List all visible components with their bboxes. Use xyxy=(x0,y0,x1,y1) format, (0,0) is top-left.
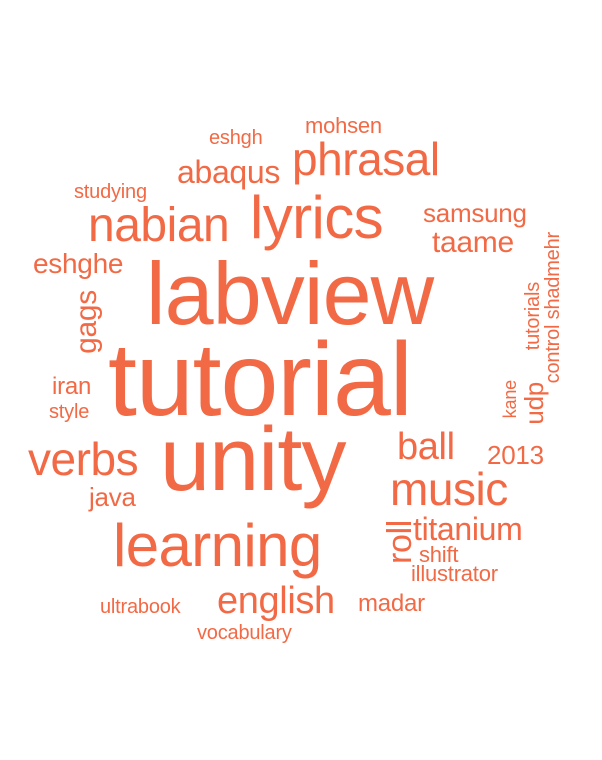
word-unity: unity xyxy=(160,410,347,510)
word-titanium: titanium xyxy=(413,511,523,547)
word-2013: 2013 xyxy=(487,440,544,470)
word-mohsen: mohsen xyxy=(305,113,382,138)
word-tutorial: tutorial xyxy=(108,322,413,438)
word-phrasal: phrasal xyxy=(292,133,440,185)
word-udp: udp xyxy=(519,382,549,425)
word-taame: taame xyxy=(432,226,514,259)
word-english: english xyxy=(217,580,335,622)
word-kane: kane xyxy=(500,380,520,419)
word-madar: madar xyxy=(358,590,425,617)
word-nabian: nabian xyxy=(88,199,230,252)
word-gags: gags xyxy=(70,290,103,354)
word-iran: iran xyxy=(52,373,92,400)
word-illustrator: illustrator xyxy=(411,561,498,586)
word-ultrabook: ultrabook xyxy=(100,596,181,618)
word-style: style xyxy=(49,401,90,423)
word-java: java xyxy=(89,482,136,512)
word-tutorials: tutorials xyxy=(522,282,544,351)
word-eshghe: eshghe xyxy=(33,248,124,279)
word-vocabulary: vocabulary xyxy=(197,622,292,644)
word-lyrics: lyrics xyxy=(250,184,384,251)
word-roll: roll xyxy=(381,520,419,564)
word-samsung: samsung xyxy=(423,198,527,228)
word-learning: learning xyxy=(113,512,322,579)
word-music: music xyxy=(390,463,508,515)
word-labview: labview xyxy=(146,244,434,343)
word-verbs: verbs xyxy=(28,433,139,485)
word-control-shadmehr: control shadmehr xyxy=(542,232,564,384)
word-ball: ball xyxy=(397,426,455,468)
word-eshgh: eshgh xyxy=(209,127,263,149)
word-shift: shift xyxy=(419,542,459,567)
word-abaqus: abaqus xyxy=(177,154,281,190)
word-studying: studying xyxy=(74,181,147,203)
